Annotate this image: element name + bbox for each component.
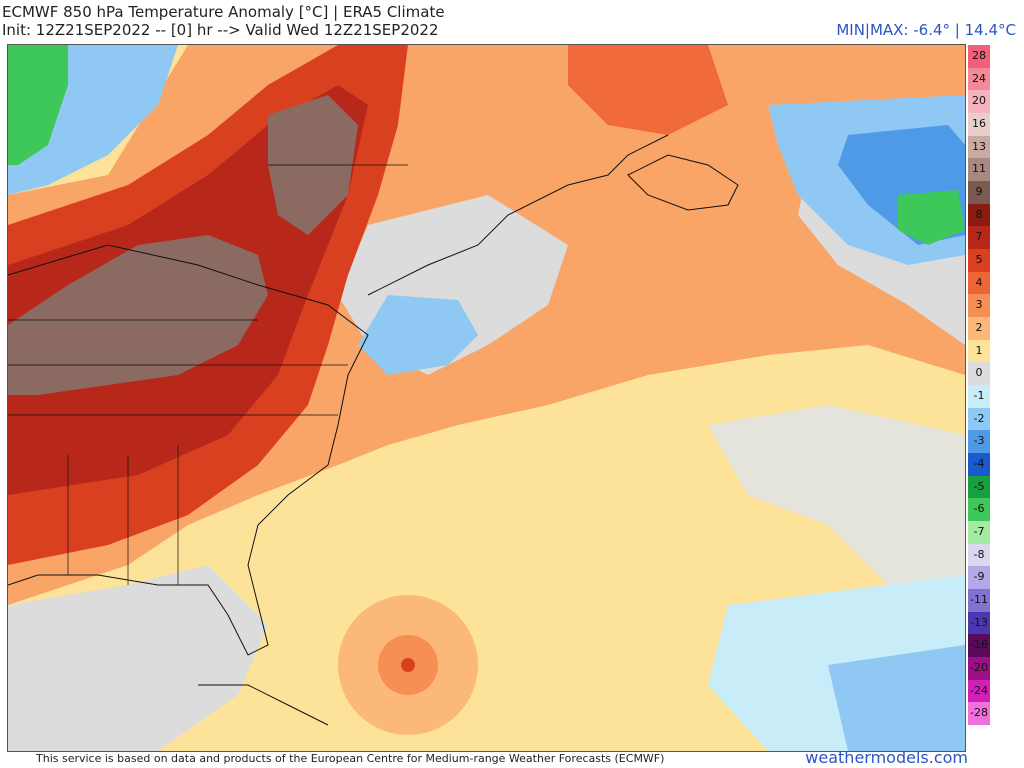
legend-label: 20 [972, 94, 986, 108]
legend-swatch: -24 [968, 679, 990, 703]
legend-swatch: 9 [968, 181, 990, 204]
legend-swatch: 0 [968, 362, 990, 385]
legend-swatch: 4 [968, 271, 990, 295]
legend-swatch: 1 [968, 339, 990, 363]
legend-label: 5 [975, 253, 983, 266]
attribution-text: This service is based on data and produc… [36, 752, 665, 765]
state-borders [8, 164, 408, 585]
color-legend: 28 24 20 16 13 11 9 8 7 5 4 3 2 1 0 -1 -2 -3 -4 -5 -6 -7 -8 -9 -… [968, 45, 990, 725]
legend-swatch: -16 [968, 634, 990, 657]
legend-swatch: 13 [968, 135, 990, 159]
brand-link[interactable]: weathermodels.com [805, 748, 968, 767]
legend-label: -9 [973, 570, 985, 584]
legend-label: 8 [975, 207, 983, 221]
coastline-canada [367, 134, 669, 296]
legend-swatch: 11 [968, 158, 990, 181]
cold-region-southeast [828, 645, 965, 751]
legend-swatch: -2 [968, 407, 990, 431]
max-anomaly-great-lakes [8, 235, 268, 395]
legend-swatch: -5 [968, 475, 990, 499]
legend-label: -7 [973, 525, 985, 538]
legend-label: 3 [975, 298, 983, 312]
legend-label: -11 [970, 593, 988, 606]
neutral-region-gulf [8, 565, 268, 751]
legend-label: 28 [972, 49, 986, 62]
neutral-region-atlantic [708, 405, 965, 605]
legend-label: -16 [970, 638, 988, 652]
legend-label: 11 [972, 162, 986, 176]
legend-swatch: -20 [968, 657, 990, 680]
legend-label: -8 [973, 547, 985, 561]
legend-swatch: 3 [968, 294, 990, 317]
legend-swatch: -4 [968, 453, 990, 476]
legend-label: -1 [973, 389, 985, 402]
legend-swatch: 24 [968, 67, 990, 91]
legend-swatch: 20 [968, 90, 990, 113]
legend-swatch: 5 [968, 249, 990, 272]
chart-title: ECMWF 850 hPa Temperature Anomaly [°C] |… [2, 3, 445, 21]
legend-label: 1 [975, 343, 983, 357]
warm-region-north [568, 45, 728, 135]
coastline-cuba [198, 684, 329, 726]
legend-label: 9 [975, 185, 983, 198]
legend-label: 4 [975, 275, 983, 289]
legend-swatch: -6 [968, 498, 990, 521]
legend-swatch: 8 [968, 203, 990, 227]
legend-label: -13 [970, 615, 988, 629]
legend-swatch: -7 [968, 521, 990, 544]
legend-label: -4 [973, 457, 985, 470]
legend-label: -5 [973, 479, 985, 493]
legend-swatch: -13 [968, 611, 990, 635]
map-canvas [8, 45, 965, 751]
legend-swatch: -9 [968, 566, 990, 589]
cold-region-green-northwest [8, 45, 68, 165]
legend-swatch: 2 [968, 317, 990, 340]
legend-swatch: 7 [968, 226, 990, 249]
legend-label: -6 [973, 502, 985, 516]
legend-label: -20 [970, 661, 988, 674]
init-valid-line: Init: 12Z21SEP2022 -- [0] hr --> Valid W… [2, 21, 439, 39]
legend-swatch: -1 [968, 385, 990, 408]
legend-label: 24 [972, 71, 986, 85]
legend-label: 2 [975, 321, 983, 334]
legend-label: -28 [970, 706, 988, 720]
legend-swatch: -3 [968, 430, 990, 453]
cold-region-gulf-of-maine [358, 295, 478, 375]
coastline-newfoundland [627, 154, 739, 211]
min-max-readout: MIN|MAX: -6.4° | 14.4°C [836, 21, 1016, 39]
legend-label: -3 [973, 434, 985, 448]
legend-swatch: -8 [968, 543, 990, 567]
anomaly-map [7, 44, 966, 752]
legend-label: -24 [970, 683, 988, 697]
legend-swatch: -28 [968, 702, 990, 725]
coastline-east-us [8, 244, 369, 656]
legend-label: 13 [972, 139, 986, 153]
legend-label: -2 [973, 411, 985, 425]
legend-label: 7 [975, 230, 983, 244]
legend-label: 0 [975, 366, 983, 380]
legend-swatch: -11 [968, 589, 990, 612]
legend-swatch: 28 [968, 45, 990, 68]
legend-label: 16 [972, 117, 986, 130]
cold-green-east [898, 190, 965, 245]
legend-swatch: 16 [968, 113, 990, 136]
hurricane-eye [401, 658, 415, 672]
